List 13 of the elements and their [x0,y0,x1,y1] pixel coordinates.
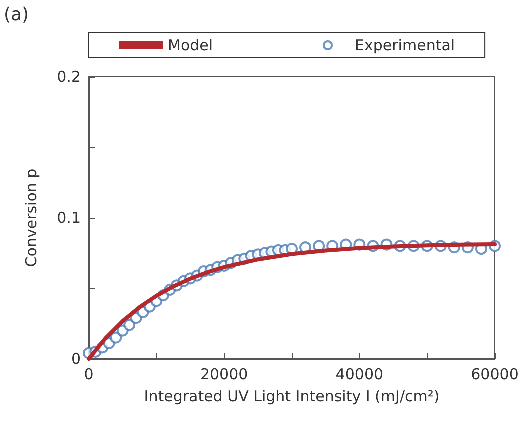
x-tick-label: 40000 [336,366,384,384]
y-tick-label: 0 [71,350,81,368]
text: (a) [4,4,30,26]
legend-label: Experimental [355,36,456,54]
x-tick-label: 0 [84,366,94,384]
point [124,319,136,332]
x-tick-label: 20000 [200,366,248,384]
y-axis-title: Conversion p [22,168,40,268]
x-tick-label: 60000 [471,366,519,384]
y-tick-label: 0.1 [57,209,81,227]
y-tick-label: 0.2 [57,68,81,86]
x-axis-title: Integrated UV Light Intensity I (mJ/cm²) [144,388,440,406]
legend-label: Model [168,36,214,54]
